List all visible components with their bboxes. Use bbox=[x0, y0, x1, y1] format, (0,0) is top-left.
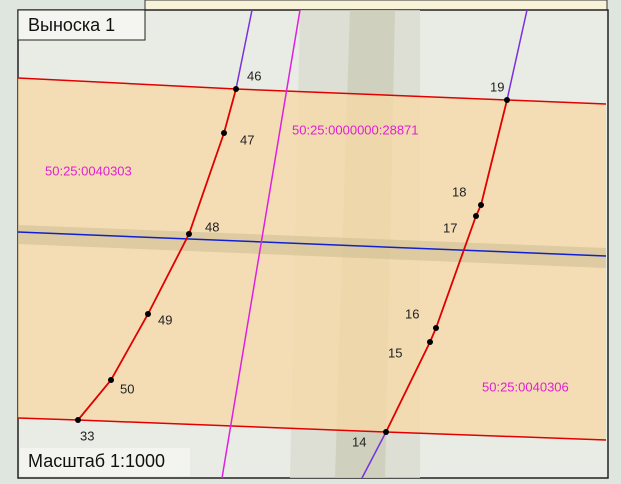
point-label: 15 bbox=[388, 345, 402, 360]
point-label: 50 bbox=[120, 381, 134, 396]
vertex bbox=[186, 231, 192, 237]
vertex bbox=[478, 202, 484, 208]
point-label: 48 bbox=[205, 219, 219, 234]
parcel-label: 50:25:0000000:28871 bbox=[292, 122, 419, 137]
vertex bbox=[383, 429, 389, 435]
purple-line bbox=[506, 9, 528, 101]
vertex bbox=[433, 325, 439, 331]
vertex bbox=[221, 130, 227, 136]
parcel-edge bbox=[77, 88, 237, 421]
parcel-label: 50:25:0040306 bbox=[482, 379, 569, 394]
boundary bbox=[17, 417, 607, 441]
zone bbox=[18, 78, 606, 440]
scale: Масштаб 1:1000 bbox=[28, 451, 165, 471]
parcel-label: 50:25:0040303 bbox=[45, 163, 132, 178]
vertex bbox=[108, 377, 114, 383]
vertex bbox=[75, 417, 81, 423]
vertex bbox=[145, 311, 151, 317]
point-label: 17 bbox=[443, 220, 457, 235]
point-label: 19 bbox=[490, 79, 504, 94]
point-label: 33 bbox=[80, 428, 94, 443]
magenta-line bbox=[221, 9, 301, 479]
point-label: 14 bbox=[352, 434, 366, 449]
strip bbox=[18, 225, 606, 268]
parcel-edge bbox=[385, 99, 508, 433]
point-label: 47 bbox=[240, 132, 254, 147]
vertex bbox=[233, 86, 239, 92]
point-label: 46 bbox=[247, 68, 261, 83]
point-label: 49 bbox=[158, 312, 172, 327]
callout-title: Выноска 1 bbox=[28, 15, 115, 35]
scale-box bbox=[20, 448, 190, 476]
purple-line bbox=[361, 431, 387, 479]
point-label: 16 bbox=[405, 306, 419, 321]
blue-line bbox=[17, 231, 607, 257]
purple-line bbox=[235, 9, 253, 90]
boundary bbox=[17, 77, 607, 105]
vertex bbox=[504, 97, 510, 103]
top-strip bbox=[144, 0, 608, 11]
vertex bbox=[427, 339, 433, 345]
vertex bbox=[473, 213, 479, 219]
title-box bbox=[17, 9, 146, 41]
point-label: 18 bbox=[452, 184, 466, 199]
